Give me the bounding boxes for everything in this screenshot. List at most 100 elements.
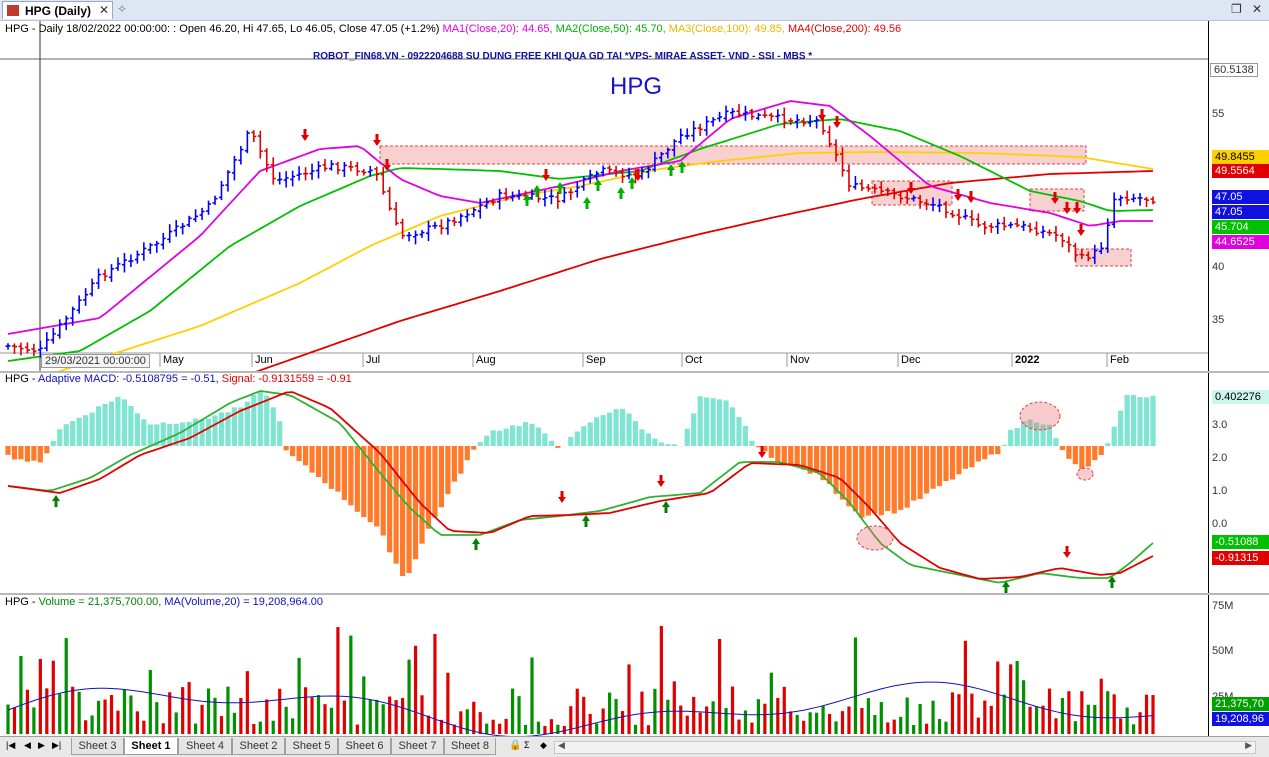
histogram-bar — [536, 428, 541, 446]
histogram-bar — [898, 446, 903, 510]
sheet-tab[interactable]: Sheet 8 — [444, 738, 496, 755]
histogram-bar — [322, 446, 327, 483]
sheet-tab[interactable]: Sheet 2 — [232, 738, 285, 755]
price-bar — [161, 233, 166, 250]
lock-icon[interactable]: 🔒 — [509, 740, 521, 751]
highlight-zone — [1077, 468, 1093, 480]
histogram-bar — [685, 429, 690, 446]
volume-bar — [32, 707, 35, 734]
scroll-right-icon[interactable]: ▶ — [1245, 740, 1252, 751]
volume-bar — [168, 692, 171, 734]
price-bar — [853, 176, 858, 190]
volume-bar — [407, 660, 410, 734]
histogram-bar — [1008, 430, 1013, 446]
volume-bar — [763, 704, 766, 734]
price-bar — [6, 343, 11, 349]
histogram-value-badge: 0.402276 — [1212, 390, 1269, 404]
volume-bar — [505, 719, 508, 734]
sell-arrow — [954, 189, 962, 201]
macd-chart[interactable] — [0, 373, 1269, 593]
restore-icon[interactable]: ❐ — [1231, 2, 1242, 16]
volume-bar — [757, 699, 760, 734]
sheet-tab[interactable]: Sheet 4 — [178, 738, 232, 755]
new-tab-icon[interactable]: ✧ — [117, 2, 127, 16]
volume-bar — [78, 692, 81, 734]
histogram-bar — [711, 398, 716, 446]
volume-chart[interactable] — [0, 595, 1269, 736]
histogram-bar — [555, 446, 560, 448]
macd-ytick: 3.0 — [1212, 419, 1227, 431]
price-bar — [44, 332, 49, 351]
last-sheet-icon[interactable]: ▶| — [52, 740, 61, 751]
price-bar — [251, 130, 256, 142]
buy-arrow — [662, 501, 670, 513]
volume-bar — [543, 726, 546, 734]
histogram-bar — [1092, 446, 1097, 460]
month-label: Nov — [790, 354, 810, 366]
histogram-bar — [290, 446, 295, 456]
price-bar — [1028, 223, 1033, 233]
histogram-bar — [471, 446, 476, 450]
volume-bar — [123, 690, 126, 734]
sell-arrow — [967, 191, 975, 203]
price-pane[interactable]: HPG - Daily 18/02/2022 00:00:00: : Open … — [0, 21, 1269, 371]
sheet-tab[interactable]: Sheet 5 — [285, 738, 338, 755]
sheet-tab[interactable]: Sheet 3 — [71, 738, 124, 755]
sheet-tab[interactable]: Sheet 6 — [338, 738, 391, 755]
histogram-bar — [465, 446, 470, 460]
histogram-bar — [394, 446, 399, 564]
histogram-bar — [924, 446, 929, 493]
histogram-bar — [969, 446, 974, 467]
histogram-bar — [1105, 443, 1110, 446]
volume-bar — [640, 692, 643, 734]
histogram-bar — [672, 444, 677, 446]
scroll-left-icon[interactable]: ◀ — [558, 740, 565, 751]
histogram-bar — [749, 441, 754, 446]
volume-bar — [304, 687, 307, 734]
volume-bar — [446, 673, 449, 734]
histogram-bar — [64, 424, 69, 446]
crosshair-date-label: 29/03/2021 00:00:00 — [41, 354, 150, 368]
sort-icon[interactable]: Σ — [524, 740, 530, 750]
sheet-tab[interactable]: Sheet 7 — [391, 738, 444, 755]
volume-bar — [97, 701, 100, 734]
chart-tab[interactable]: HPG (Daily) ✕ — [2, 1, 113, 19]
histogram-bar — [1150, 396, 1155, 446]
volume-bar — [285, 707, 288, 734]
next-sheet-icon[interactable]: ▶ — [38, 740, 45, 751]
first-sheet-icon[interactable]: |◀ — [6, 740, 15, 751]
scroll-icon[interactable]: ◆ — [540, 740, 547, 751]
volume-bar — [750, 723, 753, 734]
volume-bar — [291, 718, 294, 734]
volume-bar — [906, 698, 909, 734]
price-bar — [128, 254, 133, 267]
price-bar — [122, 253, 127, 272]
price-bar — [400, 219, 405, 239]
histogram-bar — [1053, 438, 1058, 446]
histogram-bar — [432, 446, 437, 517]
prev-sheet-icon[interactable]: ◀ — [24, 740, 31, 751]
price-bar — [989, 223, 994, 233]
close-tab-icon[interactable]: ✕ — [99, 3, 109, 17]
sheet-tab[interactable]: Sheet 1 — [124, 738, 178, 755]
ma1-legend: MA1(Close,20): 44.65, — [443, 23, 553, 35]
ma2-value-badge: 45.704 — [1212, 220, 1269, 234]
volume-bar — [608, 693, 611, 734]
histogram-bar — [400, 446, 405, 576]
volume-bar — [323, 704, 326, 734]
volume-bar — [362, 676, 365, 734]
price-bar — [1002, 217, 1007, 231]
histogram-bar — [529, 424, 534, 446]
volume-bar — [162, 723, 165, 734]
price-bar — [866, 184, 871, 192]
horizontal-scrollbar[interactable]: ◀ ▶ — [554, 741, 1256, 754]
chart-tab-title: HPG (Daily) — [25, 4, 91, 18]
volume-bar — [699, 713, 702, 734]
macd-pane[interactable]: HPG - Adaptive MACD: -0.5108795 = -0.51,… — [0, 373, 1269, 593]
close-window-icon[interactable]: ✕ — [1252, 2, 1262, 16]
ma1-value-badge: 44.6525 — [1212, 235, 1269, 249]
volume-bar — [19, 656, 22, 734]
volume-pane[interactable]: HPG - Volume = 21,375,700.00, MA(Volume,… — [0, 595, 1269, 736]
top-value-label: 60.5138 — [1210, 63, 1258, 77]
price-bar — [568, 188, 573, 200]
